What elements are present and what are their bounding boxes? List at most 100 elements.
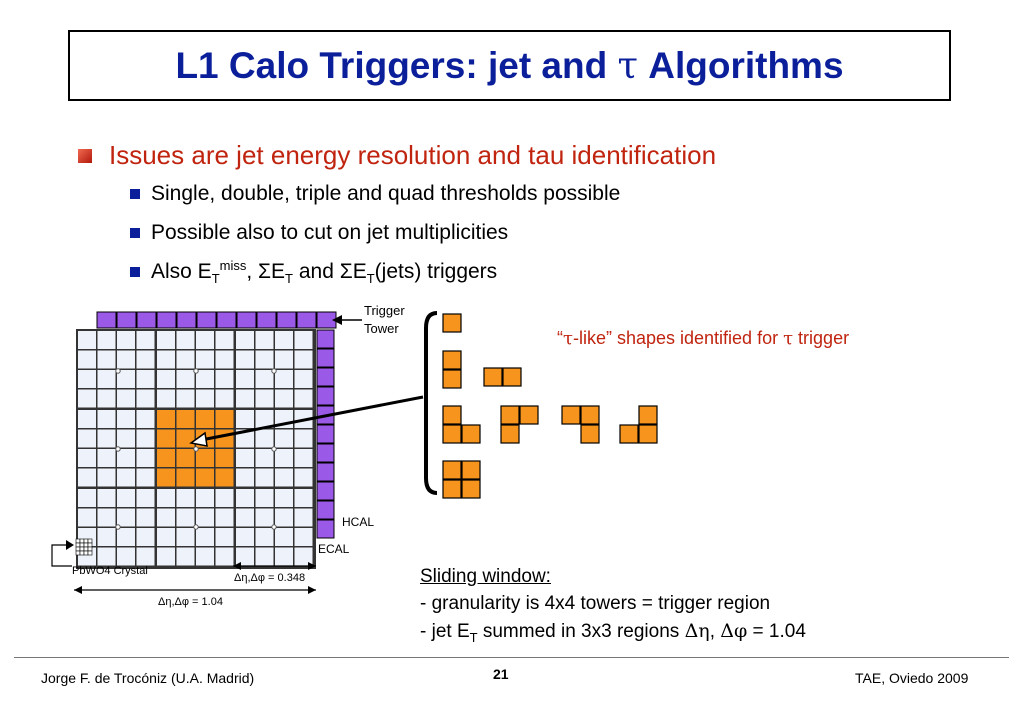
ecal-cell: [275, 350, 293, 369]
ecal-cell: [255, 370, 274, 388]
region-center-dot: [271, 368, 277, 374]
ecal-cell: [255, 528, 274, 546]
ecal-cell: [157, 370, 175, 388]
ecal-cell: [117, 468, 135, 487]
ecal-cell: [176, 547, 195, 566]
region-center-dot: [115, 368, 121, 374]
hcal-cell: [256, 311, 277, 329]
crystal-cell: [75, 542, 81, 548]
window-arrow-head: [189, 431, 208, 447]
large-dimension-arrow-right: [308, 586, 316, 594]
ecal-cell: [275, 528, 293, 546]
crystal-cell: [79, 546, 85, 552]
ecal-cell: [136, 489, 155, 507]
title-text-end: Algorithms: [637, 45, 844, 86]
ecal-cell: [117, 429, 135, 448]
ecal-cell: [275, 370, 293, 388]
crystal-cell: [79, 542, 85, 548]
ecal-cell: [196, 350, 214, 369]
hcal-cell: [316, 519, 335, 539]
ecal-cell: [294, 429, 313, 448]
ecal-cell: [215, 389, 234, 408]
ecal-cell: [215, 331, 234, 349]
ecal-cell: [215, 508, 234, 527]
trigger-region-cell: [157, 410, 175, 428]
crystal-label: PbWO4 Crystal: [72, 565, 148, 577]
ecal-cell: [176, 489, 195, 507]
footer-page-number: 21: [493, 666, 509, 682]
ecal-cell: [236, 410, 254, 428]
ecal-cell: [255, 489, 274, 507]
ecal-cell: [255, 410, 274, 428]
region-center-dot: [271, 446, 277, 452]
ecal-cell: [157, 508, 175, 527]
crystal-pointer-head: [66, 540, 74, 550]
crystal-cell: [75, 550, 81, 556]
ecal-cell: [255, 547, 274, 566]
hcal-cell: [316, 386, 335, 406]
ecal-cell: [176, 331, 195, 349]
ecal-cell: [215, 528, 234, 546]
trigger-tower-arrow-head: [332, 315, 342, 325]
trigger-region-cell: [215, 429, 234, 448]
region-center-dot: [193, 368, 199, 374]
tau-shape-cell: [442, 369, 462, 389]
ecal-cell: [196, 370, 214, 388]
small-dimension-arrow-right: [308, 562, 316, 570]
trigger-region-cell: [196, 468, 214, 487]
ecal-cell: [294, 350, 313, 369]
ecal-cell: [196, 508, 214, 527]
tau-shape-cell: [638, 405, 658, 425]
crystal-cell: [87, 546, 93, 552]
ecal-cell: [157, 350, 175, 369]
ecal-cell: [215, 489, 234, 507]
tau-shapes-caption: “τ-like” shapes identified for τ trigger: [557, 328, 850, 349]
region-center-dot: [193, 524, 199, 530]
large-dimension-label: Δη,Δφ = 1.04: [158, 596, 223, 608]
title-box: L1 Calo Triggers: jet and τ Algorithms: [68, 30, 951, 101]
ecal-cell: [294, 449, 313, 467]
ecal-cell: [176, 350, 195, 369]
tau-shape-cell: [502, 367, 522, 387]
tau-shape-cell: [442, 424, 462, 444]
hcal-cell: [276, 311, 297, 329]
crystal-cell: [75, 546, 81, 552]
hcal-cell: [176, 311, 197, 329]
hcal-cell: [316, 424, 335, 444]
ecal-cell: [196, 489, 214, 507]
ecal-cell: [117, 547, 135, 566]
ecal-cell: [176, 528, 195, 546]
tau-shape-cell: [442, 460, 462, 480]
ecal-cell: [236, 389, 254, 408]
ecal-cell: [196, 331, 214, 349]
trigger-region-cell: [176, 449, 195, 467]
blue-bullet-icon: [130, 189, 140, 199]
ecal-cell: [136, 468, 155, 487]
hcal-label: HCAL: [342, 515, 374, 529]
tau-shape-cell: [561, 405, 581, 425]
tau-shape-cell: [442, 313, 462, 333]
ecal-cell: [255, 468, 274, 487]
hcal-cell: [316, 462, 335, 482]
ecal-cell: [136, 350, 155, 369]
ecal-cell: [157, 547, 175, 566]
ecal-cell: [117, 508, 135, 527]
ecal-cell: [255, 449, 274, 467]
ecal-cell: [78, 468, 96, 487]
ecal-cell: [117, 528, 135, 546]
title-tau: τ: [617, 44, 638, 87]
footer-author: Jorge F. de Trocóniz (U.A. Madrid): [41, 670, 255, 686]
ecal-cell: [275, 468, 293, 487]
main-bullet: Issues are jet energy resolution and tau…: [78, 140, 716, 171]
ecal-cell: [78, 508, 96, 527]
ecal-cell: [275, 389, 293, 408]
ecal-cell: [236, 508, 254, 527]
ecal-cell: [294, 508, 313, 527]
crystal-cell: [83, 550, 89, 556]
ecal-cell: [236, 331, 254, 349]
ecal-cell: [136, 429, 155, 448]
hcal-cell: [196, 311, 217, 329]
ecal-cell: [78, 410, 96, 428]
ecal-cell: [294, 389, 313, 408]
sub-bullet-triggers: Also ETmiss, ΣET and ΣET(jets) triggers: [130, 258, 497, 286]
